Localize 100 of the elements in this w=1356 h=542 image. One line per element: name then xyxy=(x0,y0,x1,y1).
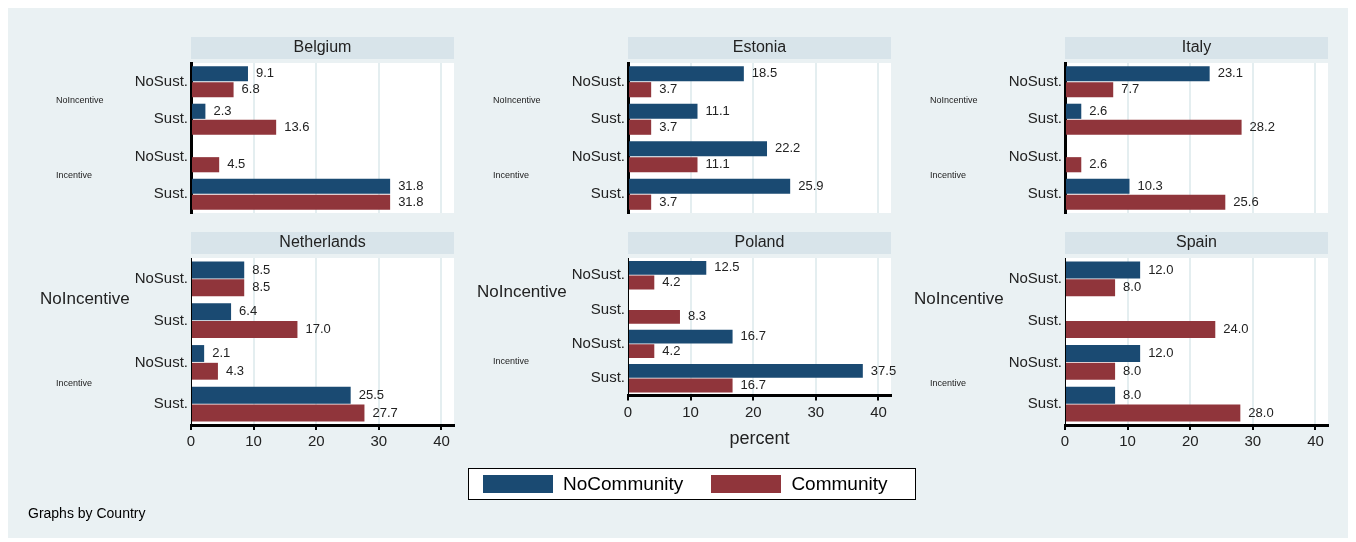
data-label: 11.1 xyxy=(705,156,730,172)
chart-title: Poland xyxy=(734,233,785,251)
text: NoIncentive xyxy=(56,94,104,105)
bar xyxy=(192,386,351,404)
y-tick-label: Sust. xyxy=(1027,310,1062,328)
y-tick-label: NoSust. xyxy=(134,269,188,287)
x-tick-label: 10 xyxy=(682,402,699,420)
text: Graphs by Country xyxy=(28,505,146,521)
data-label: 27.7 xyxy=(372,404,398,420)
data-label: 24.0 xyxy=(1223,321,1249,337)
bar xyxy=(1066,404,1241,422)
text: Incentive xyxy=(930,169,967,180)
data-label: 25.5 xyxy=(358,386,384,402)
legend-label: NoCommunity xyxy=(563,473,684,495)
legend-label: Community xyxy=(791,473,888,495)
bar xyxy=(192,103,206,119)
x-tick-label: 30 xyxy=(370,432,388,450)
data-label: 17.0 xyxy=(305,321,331,337)
bar xyxy=(629,329,733,344)
data-label: 3.7 xyxy=(659,193,678,209)
x-tick-label: 20 xyxy=(744,402,762,420)
x-tick-label: 0 xyxy=(623,402,633,420)
x-tick-label: 0 xyxy=(1060,432,1070,450)
data-label: 12.0 xyxy=(1148,345,1174,361)
bar xyxy=(192,157,220,173)
bar xyxy=(192,362,218,380)
y-tick-label: Sust. xyxy=(153,394,188,412)
bar xyxy=(192,82,234,98)
y-tick-label: Sust. xyxy=(1027,184,1062,202)
y-tick-label: Sust. xyxy=(1027,394,1062,412)
data-label: 2.3 xyxy=(213,102,232,118)
bar xyxy=(629,378,733,393)
data-label: 7.7 xyxy=(1121,81,1140,97)
y-tick-label: NoSust. xyxy=(134,352,188,370)
chart-title: Spain xyxy=(1176,233,1217,251)
data-label: 13.6 xyxy=(284,118,310,134)
y-tick-label: NoSust. xyxy=(1008,269,1062,287)
data-label: 16.7 xyxy=(740,328,766,344)
bar xyxy=(192,303,232,321)
data-label: 4.5 xyxy=(227,156,246,172)
x-tick-label: 20 xyxy=(307,432,325,450)
bar xyxy=(192,404,365,422)
bar xyxy=(629,157,698,173)
bar xyxy=(192,261,245,279)
bar xyxy=(1066,261,1141,279)
y-tick-label: NoSust. xyxy=(571,71,625,89)
chart-title: Estonia xyxy=(732,38,787,56)
data-label: 11.1 xyxy=(705,102,730,118)
y-tick-label: Sust. xyxy=(590,299,625,317)
bar xyxy=(1066,321,1216,338)
bar xyxy=(1066,194,1226,210)
y-tick-label: Sust. xyxy=(1027,109,1062,127)
bar xyxy=(1066,66,1210,82)
data-label: 8.0 xyxy=(1123,362,1142,378)
bar xyxy=(192,345,205,362)
y-tick-label: NoSust. xyxy=(134,146,188,164)
bar xyxy=(629,66,744,82)
data-label: 31.8 xyxy=(398,193,424,209)
text: Incentive xyxy=(493,169,530,180)
text: Incentive xyxy=(493,355,530,366)
data-label: 28.0 xyxy=(1248,404,1274,420)
chart-title: Italy xyxy=(1181,38,1212,56)
data-label: 8.3 xyxy=(687,308,707,324)
y-tick-label: NoSust. xyxy=(1008,71,1062,89)
bar xyxy=(192,321,298,338)
bar xyxy=(629,275,655,290)
data-label: 8.5 xyxy=(252,261,271,277)
data-label: 12.0 xyxy=(1148,261,1174,277)
bar xyxy=(629,141,768,157)
bar xyxy=(629,309,680,324)
data-label: 28.2 xyxy=(1249,118,1275,134)
bar xyxy=(1066,178,1130,194)
x-tick-label: 40 xyxy=(1307,432,1324,450)
x-tick-label: 20 xyxy=(1181,432,1199,450)
chart-title: Netherlands xyxy=(279,233,366,251)
data-label: 37.5 xyxy=(870,362,897,378)
text: NoIncentive xyxy=(40,289,130,309)
x-tick-label: 10 xyxy=(245,432,262,450)
bar xyxy=(1066,103,1082,119)
bar xyxy=(1066,119,1242,135)
bar xyxy=(192,194,391,210)
data-label: 12.5 xyxy=(714,259,740,275)
data-label: 23.1 xyxy=(1217,65,1243,81)
data-label: 3.7 xyxy=(659,118,678,134)
x-tick-label: 40 xyxy=(433,432,450,450)
data-label: 2.6 xyxy=(1089,156,1108,172)
bar xyxy=(629,260,707,275)
bar xyxy=(1066,157,1082,173)
x-tick-label: 0 xyxy=(186,432,196,450)
bar xyxy=(1066,279,1116,297)
data-label: 2.1 xyxy=(212,345,231,361)
y-tick-label: NoSust. xyxy=(571,146,625,164)
y-tick-label: Sust. xyxy=(153,184,188,202)
data-label: 4.2 xyxy=(662,342,681,358)
x-tick-label: 30 xyxy=(807,402,825,420)
text: NoIncentive xyxy=(477,282,567,302)
data-label: 2.6 xyxy=(1089,102,1108,118)
y-tick-label: NoSust. xyxy=(571,334,625,352)
data-label: 25.9 xyxy=(798,177,824,193)
bar xyxy=(629,103,698,119)
